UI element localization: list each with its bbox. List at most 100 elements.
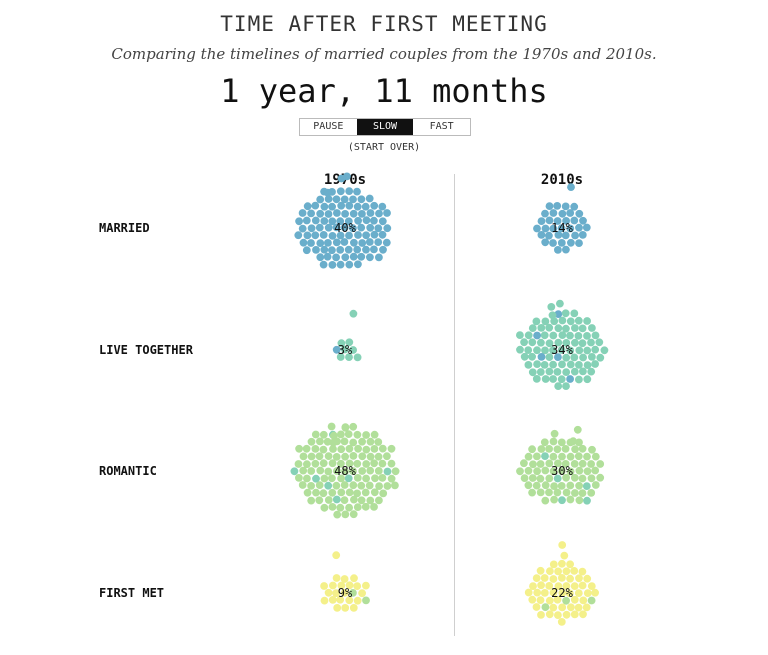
couple-dot <box>575 346 584 355</box>
couple-dot <box>303 202 312 211</box>
couple-dot <box>362 460 371 468</box>
couple-dot <box>520 474 529 482</box>
couple-dot <box>524 346 533 354</box>
couple-dot <box>591 345 600 354</box>
couple-dot <box>540 574 549 582</box>
couple-dot <box>549 575 558 583</box>
couple-dot <box>558 331 567 339</box>
couple-dot <box>328 217 337 226</box>
couple-dot <box>587 367 596 376</box>
couple-dot <box>554 459 562 468</box>
couple-dot <box>307 467 316 475</box>
couple-dot <box>315 496 324 505</box>
couple-dot <box>349 452 358 460</box>
couple-dot <box>579 610 587 619</box>
couple-dot <box>549 375 557 383</box>
couple-dot <box>383 224 392 233</box>
pause-button[interactable]: PAUSE <box>313 121 344 132</box>
couple-dot <box>557 482 566 490</box>
couple-dot <box>516 467 524 476</box>
couple-dot <box>328 459 337 468</box>
couple-dot <box>553 202 562 210</box>
couple-dot <box>574 589 583 597</box>
couple-dot <box>549 346 557 355</box>
couple-dot <box>357 195 366 204</box>
couple-dot <box>391 467 400 476</box>
couple-dot <box>345 201 354 210</box>
couple-dot <box>349 604 358 612</box>
slow-button[interactable]: SLOW <box>356 119 414 135</box>
couple-dot <box>311 430 320 439</box>
couple-dot <box>353 353 362 362</box>
couple-dot <box>545 231 553 240</box>
couple-dot <box>349 481 358 490</box>
couple-dot <box>557 375 566 384</box>
couple-dot <box>583 589 592 597</box>
couple-dot <box>320 245 329 254</box>
couple-dot <box>574 332 583 340</box>
couple-dot <box>378 217 387 226</box>
couple-dot <box>533 346 541 355</box>
couple-dot <box>328 246 336 255</box>
couple-dot <box>571 489 579 497</box>
couple-dot <box>575 209 584 218</box>
couple-dot <box>587 489 596 497</box>
couple-dot <box>570 567 579 575</box>
couple-dot <box>554 310 563 318</box>
fast-button[interactable]: FAST <box>429 121 454 132</box>
couple-dot <box>575 481 583 490</box>
transition-dot <box>558 541 567 549</box>
couple-dot <box>362 445 371 454</box>
couple-dot <box>319 231 328 239</box>
couple-dot <box>561 202 570 211</box>
couple-dot <box>554 382 563 390</box>
couple-dot <box>345 338 354 347</box>
couple-dot <box>341 510 350 519</box>
couple-dot <box>374 238 383 247</box>
couple-dot <box>353 430 362 439</box>
couple-dot <box>524 466 533 475</box>
couple-dot <box>528 445 536 454</box>
couple-dot <box>374 467 383 475</box>
speed-controls: PAUSE SLOW FAST <box>299 118 471 136</box>
couple-dot <box>537 581 545 590</box>
couple-dot <box>353 187 361 196</box>
couple-dot <box>566 481 575 490</box>
couple-dot <box>370 488 379 497</box>
couple-dot <box>345 503 353 512</box>
couple-dot <box>533 467 541 476</box>
couple-dot <box>341 467 349 476</box>
elapsed-time-display: 1 year, 11 months <box>220 72 548 110</box>
couple-dot <box>583 375 592 384</box>
couple-dot <box>340 195 349 204</box>
couple-dot <box>303 460 311 469</box>
couple-dot <box>361 202 370 211</box>
couple-dot <box>312 474 320 483</box>
transition-dot <box>343 172 351 181</box>
couple-dot <box>558 589 567 597</box>
couple-dot <box>553 445 562 454</box>
couple-dot <box>349 195 357 204</box>
couple-dot <box>349 252 358 261</box>
couple-dot <box>366 452 375 461</box>
couple-dot <box>337 430 345 439</box>
couple-dot <box>349 438 358 447</box>
couple-dot <box>570 367 579 376</box>
start-over-link[interactable]: (START OVER) <box>347 142 421 153</box>
couple-dot <box>319 430 328 439</box>
couple-dot <box>370 230 379 239</box>
couple-dot <box>311 445 320 453</box>
couple-dot <box>536 368 545 376</box>
couple-dot <box>562 488 571 497</box>
percent-label: 30% <box>551 464 573 478</box>
couple-dot <box>311 201 320 210</box>
couple-dot <box>357 252 366 261</box>
percent-label: 14% <box>551 221 573 235</box>
couple-dot <box>357 223 366 232</box>
couple-dot <box>532 481 541 490</box>
couple-dot <box>558 316 567 325</box>
couple-dot <box>315 481 324 489</box>
couple-dot <box>545 202 554 211</box>
couple-dot <box>578 459 587 468</box>
couple-dot <box>570 309 579 318</box>
